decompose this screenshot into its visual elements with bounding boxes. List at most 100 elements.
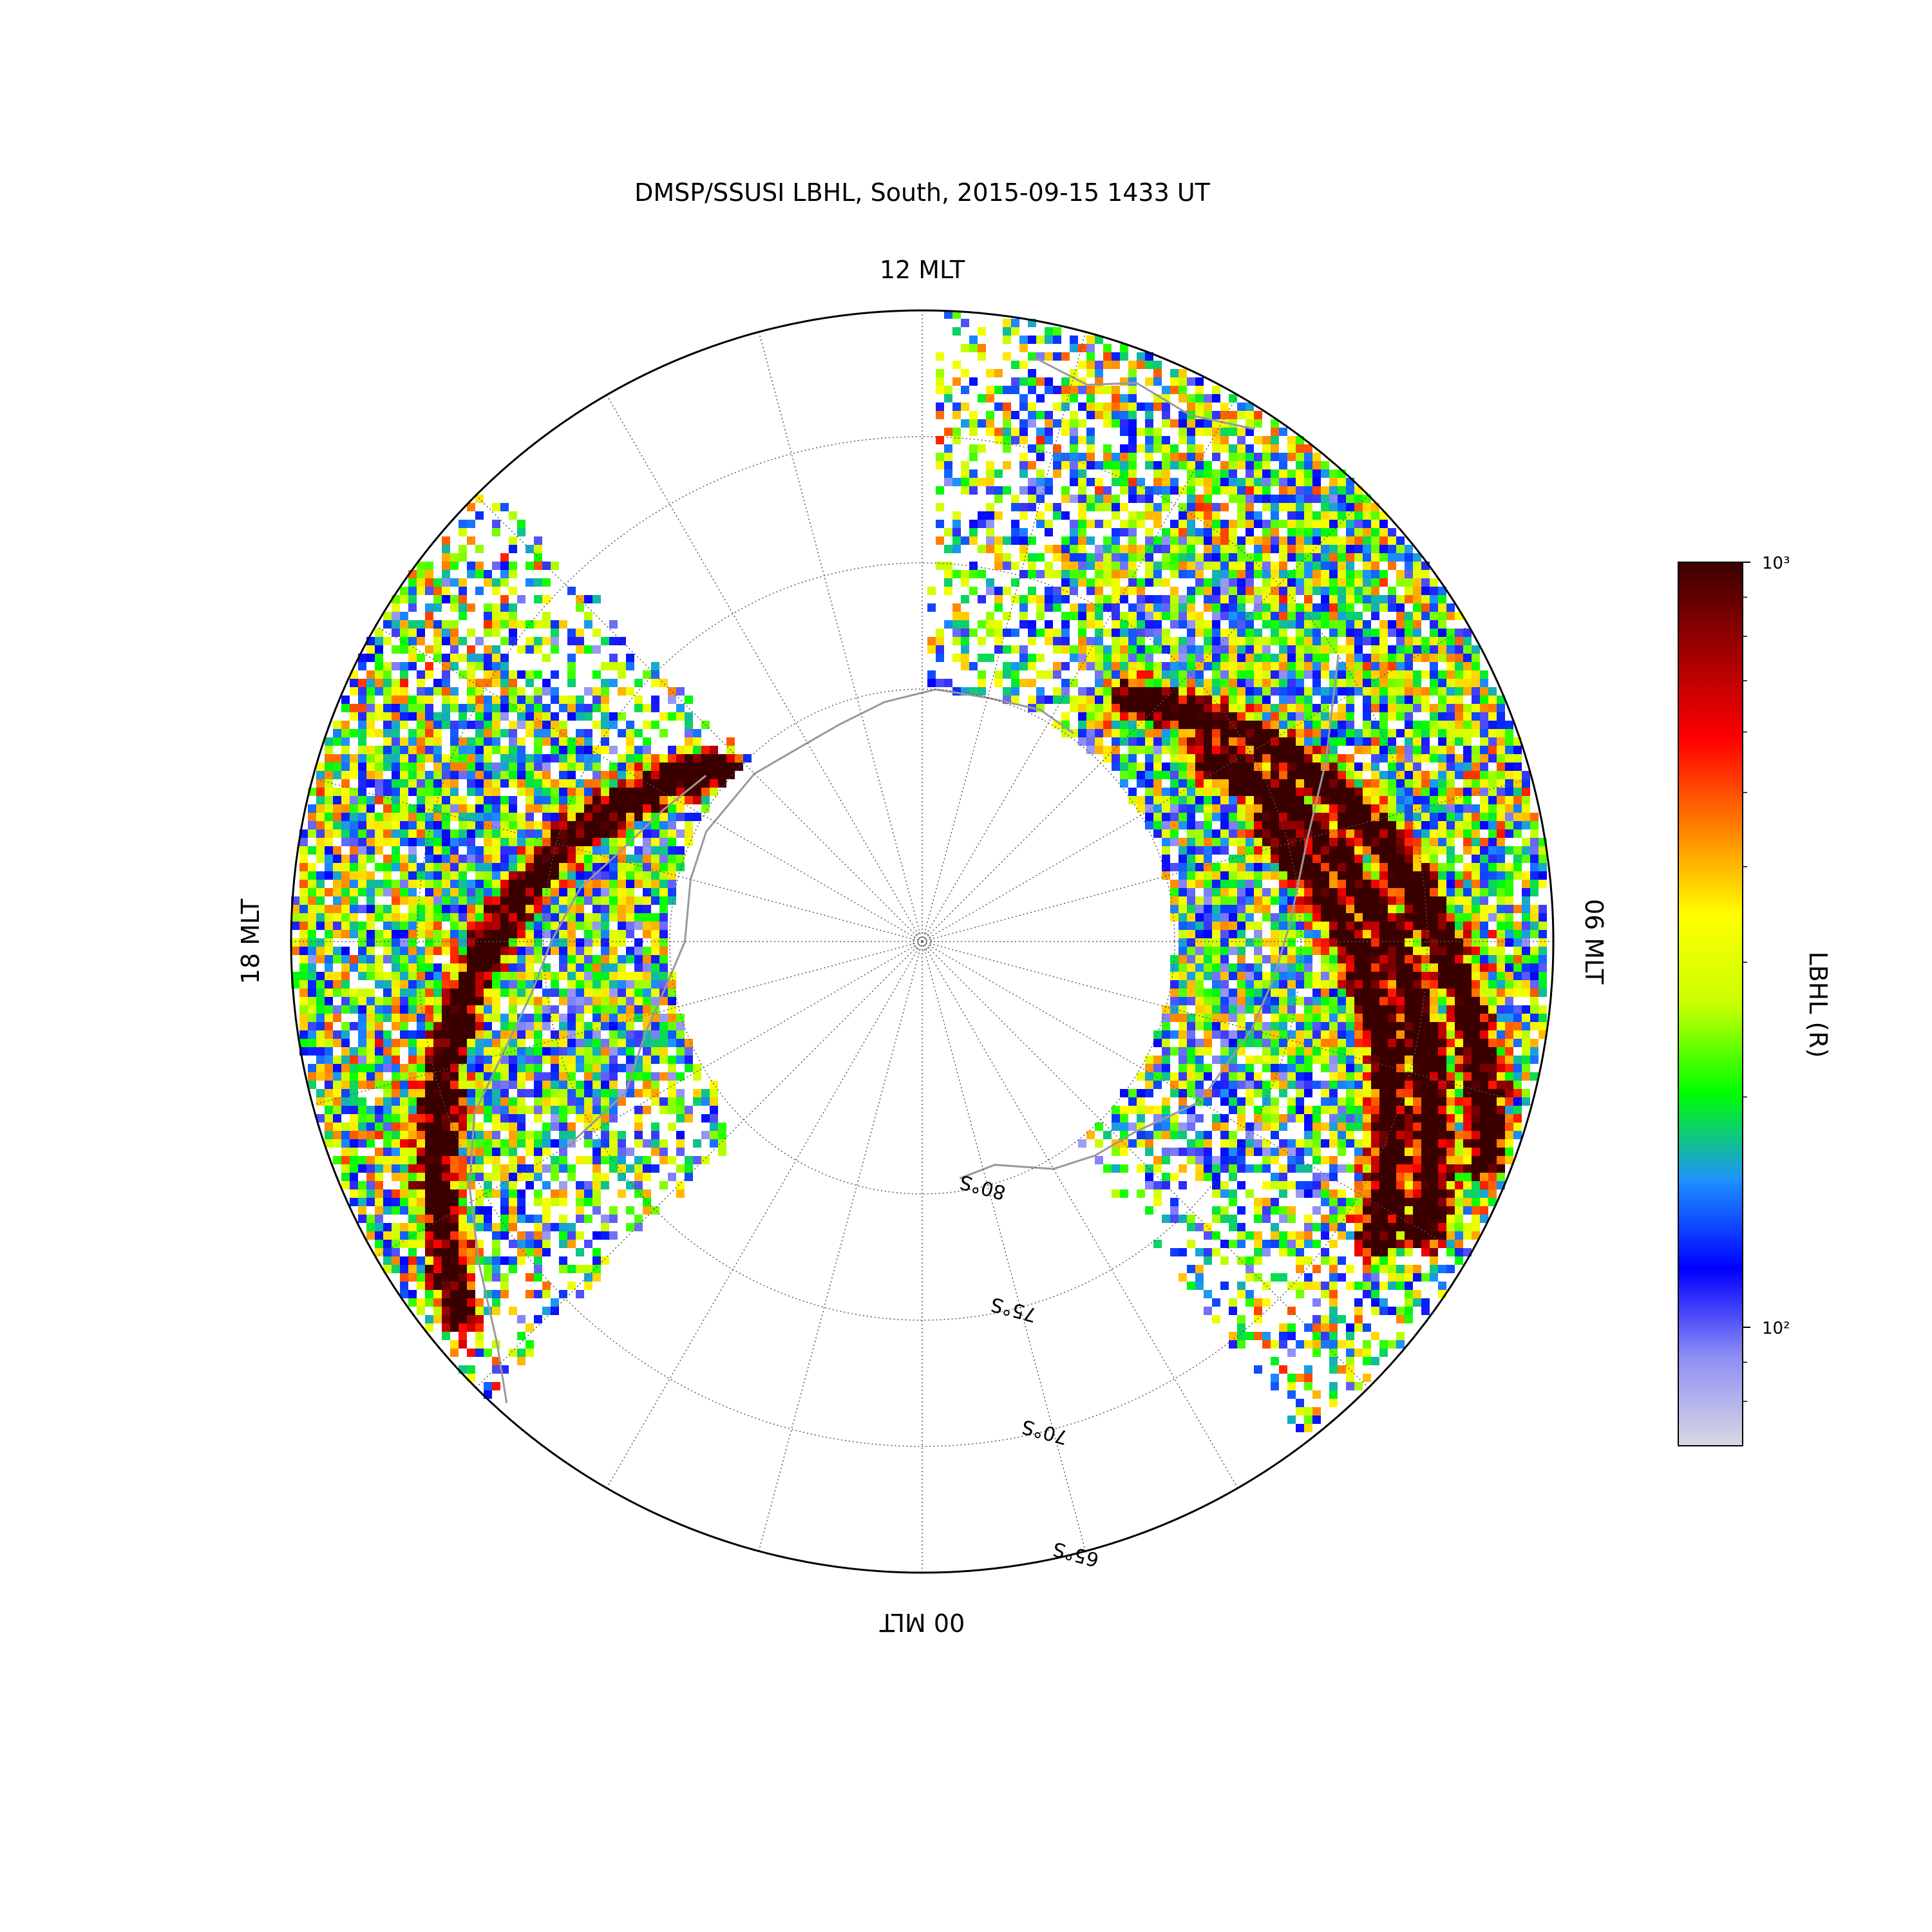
- emission-cell: [366, 729, 375, 737]
- emission-cell: [659, 1156, 668, 1164]
- emission-cell: [417, 670, 425, 679]
- emission-cell: [1045, 637, 1053, 645]
- emission-cell: [350, 1089, 358, 1097]
- emission-cell: [651, 955, 659, 963]
- emission-cell: [1254, 520, 1262, 528]
- emission-cell: [1045, 520, 1053, 528]
- emission-cell: [526, 1022, 534, 1030]
- emission-cell: [576, 779, 584, 788]
- emission-cell: [1019, 654, 1028, 662]
- emission-cell: [358, 972, 366, 980]
- emission-cell: [559, 704, 567, 712]
- emission-cell: [1187, 721, 1195, 729]
- emission-cell: [442, 562, 450, 570]
- emission-cell: [1112, 570, 1120, 578]
- emission-cell: [1220, 896, 1229, 905]
- emission-cell: [1212, 1248, 1220, 1256]
- emission-cell: [961, 369, 969, 377]
- emission-cell: [492, 1148, 500, 1156]
- emission-cell: [651, 1056, 659, 1064]
- emission-cell: [1220, 729, 1229, 737]
- emission-cell: [1153, 612, 1162, 620]
- emission-cell: [450, 1139, 459, 1148]
- emission-cell: [366, 1189, 375, 1198]
- emission-cell: [475, 562, 484, 570]
- emission-cell: [1237, 880, 1245, 888]
- emission-cell: [1187, 436, 1195, 444]
- emission-cell: [1195, 1156, 1204, 1164]
- emission-cell: [1137, 762, 1145, 771]
- emission-cell: [1162, 762, 1170, 771]
- emission-cell: [509, 511, 517, 520]
- emission-cell: [1162, 495, 1170, 503]
- emission-cell: [1187, 754, 1195, 762]
- emission-cell: [559, 762, 567, 771]
- emission-cell: [1237, 997, 1245, 1005]
- emission-cell: [484, 1215, 492, 1223]
- emission-cell: [1245, 536, 1254, 545]
- emission-cell: [1254, 696, 1262, 704]
- emission-cell: [325, 1072, 333, 1081]
- emission-cell: [559, 804, 567, 813]
- emission-cell: [1128, 469, 1137, 478]
- emission-cell: [383, 938, 392, 947]
- emission-cell: [484, 1349, 492, 1357]
- emission-cell: [1187, 922, 1195, 930]
- emission-cell: [509, 1139, 517, 1148]
- emission-cell: [433, 1173, 442, 1181]
- emission-cell: [718, 1139, 726, 1148]
- emission-cell: [1229, 478, 1237, 486]
- emission-cell: [392, 1114, 400, 1122]
- emission-cell: [1204, 913, 1212, 922]
- emission-cell: [601, 972, 609, 980]
- emission-cell: [609, 997, 618, 1005]
- emission-cell: [1137, 587, 1145, 595]
- emission-cell: [542, 1231, 551, 1240]
- emission-cell: [952, 436, 961, 444]
- emission-cell: [1220, 871, 1229, 880]
- emission-cell: [450, 1198, 459, 1206]
- emission-cell: [1204, 679, 1212, 687]
- emission-cell: [417, 1282, 425, 1290]
- emission-cell: [475, 679, 484, 687]
- emission-cell: [567, 1047, 576, 1056]
- emission-cell: [1120, 1122, 1128, 1131]
- emission-cell: [308, 947, 316, 955]
- emission-cell: [559, 1122, 567, 1131]
- emission-cell: [659, 1106, 668, 1114]
- emission-cell: [442, 1290, 450, 1298]
- emission-cell: [651, 1097, 659, 1106]
- emission-cell: [467, 562, 475, 570]
- emission-cell: [350, 1047, 358, 1056]
- emission-cell: [1229, 704, 1237, 712]
- emission-cell: [618, 1156, 626, 1164]
- emission-cell: [961, 662, 969, 670]
- emission-cell: [308, 980, 316, 989]
- emission-cell: [643, 905, 651, 913]
- emission-cell: [1220, 469, 1229, 478]
- emission-cell: [1170, 1215, 1179, 1223]
- emission-cell: [433, 1030, 442, 1039]
- emission-cell: [1254, 1215, 1262, 1223]
- emission-cell: [534, 1223, 542, 1231]
- emission-cell: [634, 846, 643, 855]
- emission-cell: [475, 1064, 484, 1072]
- emission-cell: [542, 729, 551, 737]
- emission-cell: [1187, 570, 1195, 578]
- emission-cell: [350, 880, 358, 888]
- emission-cell: [350, 788, 358, 796]
- emission-cell: [1061, 570, 1070, 578]
- emission-cell: [1195, 1223, 1204, 1231]
- emission-cell: [1170, 905, 1179, 913]
- emission-cell: [1045, 377, 1053, 386]
- emission-cell: [392, 930, 400, 938]
- emission-cell: [1195, 746, 1204, 754]
- emission-cell: [350, 896, 358, 905]
- emission-cell: [1195, 972, 1204, 980]
- emission-cell: [659, 796, 668, 804]
- emission-cell: [392, 888, 400, 896]
- emission-cell: [1187, 419, 1195, 428]
- emission-cell: [366, 704, 375, 712]
- emission-cell: [576, 1290, 584, 1298]
- emission-cell: [1254, 1332, 1262, 1340]
